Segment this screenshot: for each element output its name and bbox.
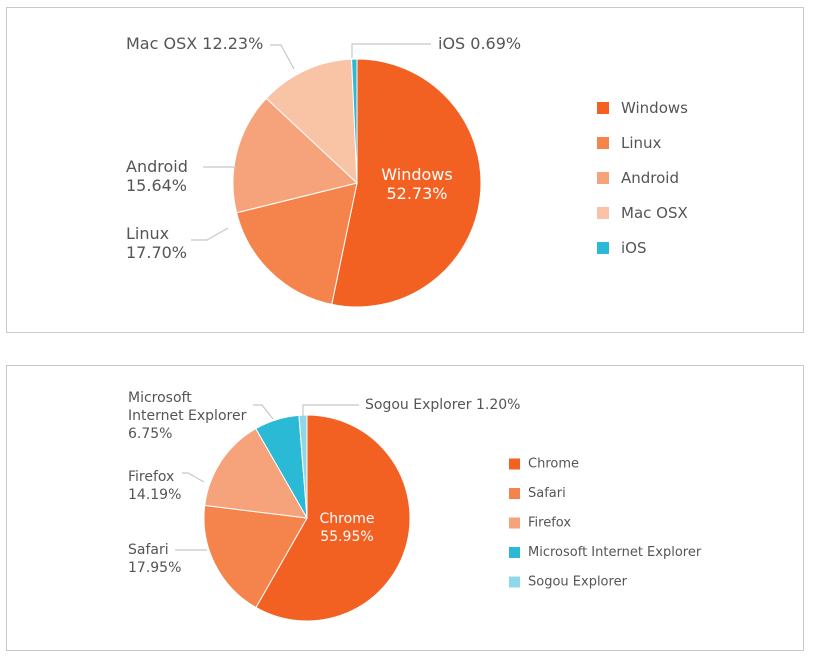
pie-slice-android [232, 97, 359, 214]
callout-label-sogou-explorer: Sogou Explorer 1.20% [365, 397, 520, 413]
legend-label-safari: Safari [528, 486, 566, 501]
legend-label-sogou-explorer: Sogou Explorer [528, 575, 628, 590]
callout-line-mac-osx [270, 44, 295, 70]
legend-label-windows: Windows [621, 99, 688, 117]
legend-swatch-sogou-explorer [509, 576, 520, 588]
legend-swatch-linux [597, 137, 609, 149]
callout-value-firefox: 14.19% [128, 487, 181, 503]
os-share-panel: Windows 52.73% Linux 17.70% Android 15.64% Mac… [6, 7, 804, 333]
pie-slice-safari [203, 504, 308, 609]
os-share-pie-chart: Windows52.73%Linux17.70%Android15.64%Mac… [126, 34, 688, 308]
slice-label-chrome: Chrome [320, 511, 375, 527]
slice-label-windows: Windows [381, 165, 452, 184]
legend-label-linux: Linux [621, 134, 662, 152]
legend-label-ios: iOS [621, 239, 647, 257]
legend-swatch-mac-osx [597, 207, 609, 219]
callout-line-ios [351, 43, 431, 58]
legend-swatch-ios [597, 242, 609, 254]
callout-line1-microsoft-internet-explorer: Internet Explorer [128, 408, 247, 424]
pie-slice-linux [236, 182, 358, 305]
callout-label-safari: Safari [128, 542, 169, 558]
legend-label-android: Android [621, 169, 679, 187]
callout-line-microsoft-internet-explorer [253, 404, 274, 420]
pie-slice-windows [331, 58, 482, 308]
callout-label-android: Android [126, 157, 188, 176]
callout-label-mac-osx: Mac OSX 12.23% [126, 34, 263, 53]
legend-swatch-android [597, 172, 609, 184]
legend-swatch-microsoft-internet-explorer [509, 547, 520, 558]
legend-label-microsoft-internet-explorer: Microsoft Internet Explorer [528, 545, 702, 560]
slice-value-chrome: 55.95% [320, 529, 373, 545]
callout-line2-microsoft-internet-explorer: 6.75% [128, 426, 172, 442]
browser-share-pie-chart: Chrome 55.95% Safari 17.95% Firefox 14.19% Mic… [128, 390, 702, 622]
slice-value-windows: 52.73% [386, 184, 447, 203]
pie-slice-ios [351, 58, 358, 184]
callout-line-sogou-explorer [302, 404, 359, 416]
callout-label-firefox: Firefox [128, 469, 174, 485]
callout-line-linux [191, 227, 229, 241]
legend-swatch-windows [597, 102, 609, 114]
legend-label-mac-osx: Mac OSX [621, 204, 688, 222]
legend-swatch-safari [509, 488, 520, 499]
pie-slice-chrome [255, 414, 411, 622]
callout-line-firefox [182, 472, 205, 483]
legend-label-chrome: Chrome [528, 457, 579, 472]
legend-label-firefox: Firefox [528, 516, 571, 531]
callout-label-ios: iOS 0.69% [438, 34, 521, 53]
legend-swatch-chrome [509, 458, 520, 470]
callout-line0-microsoft-internet-explorer: Microsoft [128, 390, 192, 406]
browser-share-panel: Chrome 55.95% Safari 17.95% Firefox 14.19% Mic… [6, 365, 804, 651]
callout-value-android: 15.64% [126, 176, 187, 195]
callout-label-linux: Linux [126, 224, 169, 243]
callout-value-safari: 17.95% [128, 560, 181, 576]
legend-swatch-firefox [509, 517, 520, 529]
pie-slice-mac-osx [265, 58, 358, 185]
pie-slice-firefox [204, 427, 308, 519]
callout-value-linux: 17.70% [126, 243, 187, 262]
